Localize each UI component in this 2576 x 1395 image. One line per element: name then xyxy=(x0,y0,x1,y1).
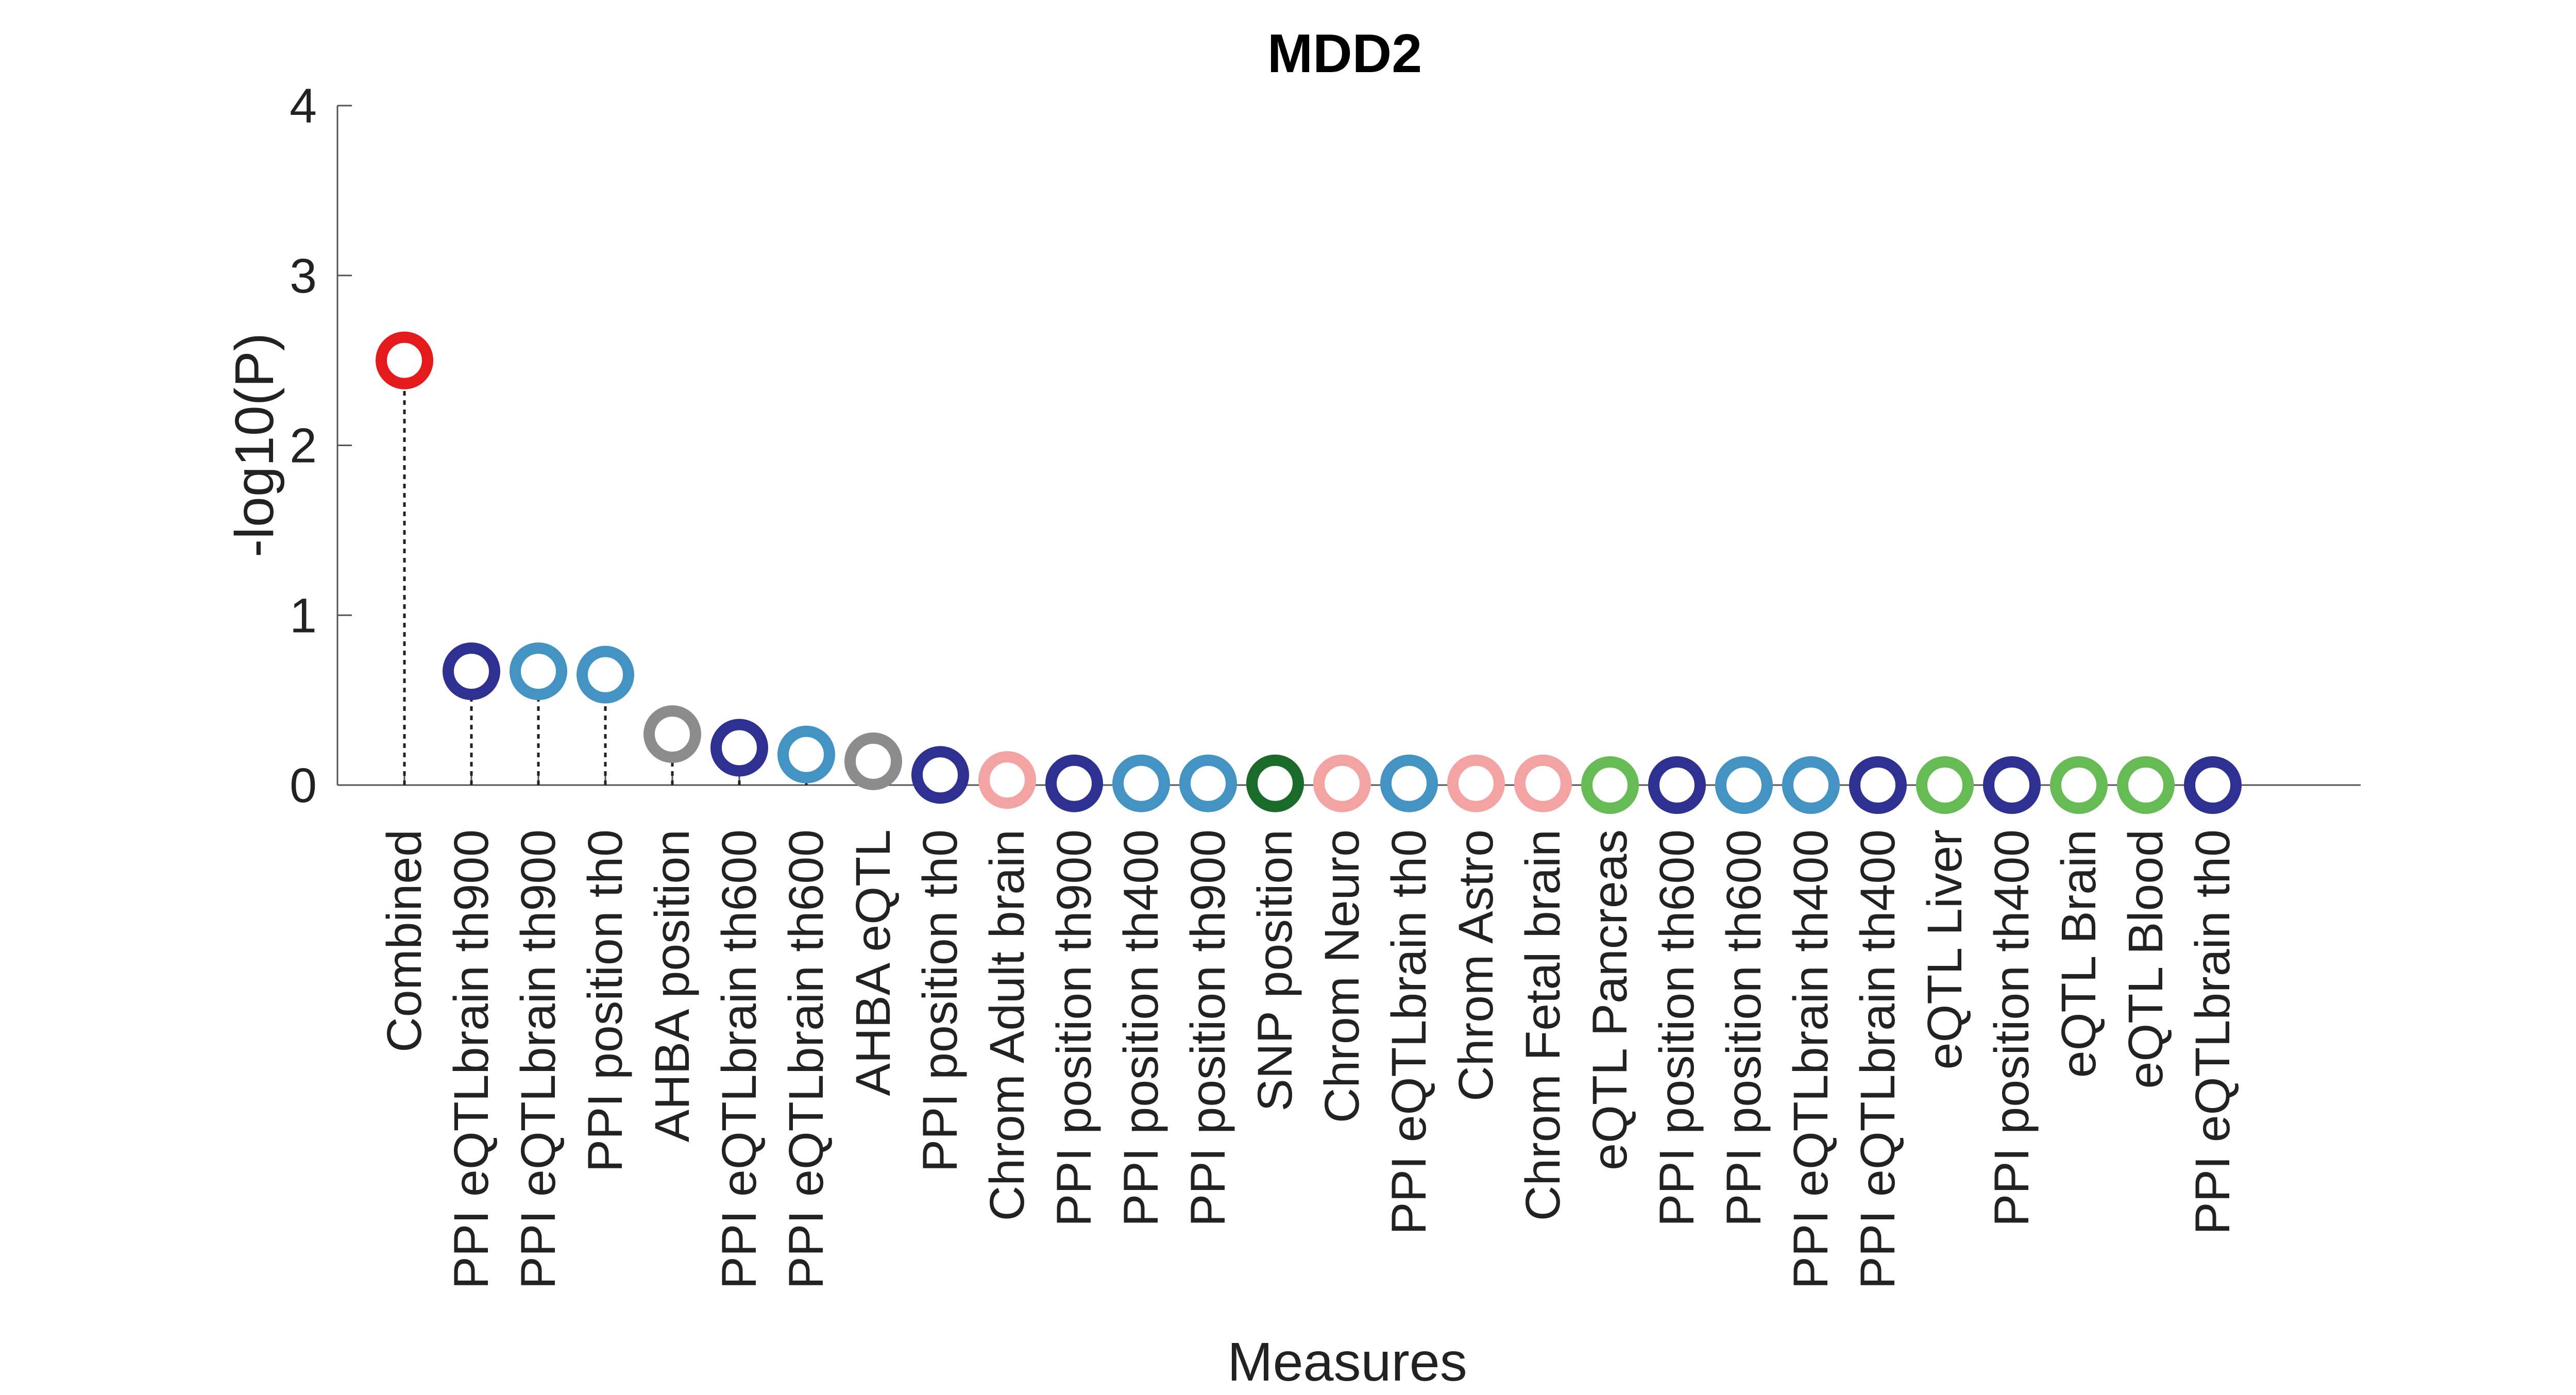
data-point-marker xyxy=(376,331,433,389)
data-point-marker xyxy=(1447,754,1505,812)
y-tick-label: 1 xyxy=(290,588,317,643)
y-tick-label: 4 xyxy=(290,79,317,133)
x-tick-label: PPI position th400 xyxy=(1114,829,1168,1227)
data-point-marker xyxy=(1380,754,1438,812)
x-tick-label: Combined xyxy=(377,829,432,1052)
data-point-marker xyxy=(1246,754,1304,812)
x-tick-label: PPI eQTLbrain th0 xyxy=(2185,829,2240,1235)
data-point-marker xyxy=(1581,756,1639,814)
x-tick-label: PPI eQTLbrain th600 xyxy=(779,829,834,1289)
x-tick-label: PPI position th600 xyxy=(1650,829,1704,1227)
x-tick-label: PPI position th900 xyxy=(1181,829,1235,1227)
y-tick-label: 0 xyxy=(290,758,317,813)
data-point-marker xyxy=(443,642,500,701)
x-axis-label: Measures xyxy=(1227,1332,1467,1392)
data-point-marker xyxy=(1313,754,1371,812)
x-tick-label: PPI position th900 xyxy=(1047,829,1101,1227)
data-point-marker xyxy=(844,732,902,790)
x-tick-label: PPI position th0 xyxy=(578,829,633,1172)
x-tick-label: eQTL Blood xyxy=(2119,829,2173,1088)
y-tick-label: 3 xyxy=(290,249,317,303)
data-point-marker xyxy=(2050,756,2108,814)
x-tick-label: PPI eQTLbrain th400 xyxy=(1784,829,1838,1289)
x-tick-label: PPI position th0 xyxy=(913,829,968,1172)
x-tick-label: AHBA position xyxy=(645,829,700,1142)
data-point-marker xyxy=(1045,754,1103,812)
x-tick-label: PPI eQTLbrain th900 xyxy=(444,829,499,1289)
y-axis-label: -log10(P) xyxy=(224,333,285,557)
x-tick-label: PPI position th400 xyxy=(1985,829,2039,1227)
data-point-marker xyxy=(643,705,701,763)
x-tick-label: AHBA eQTL xyxy=(846,829,901,1096)
x-tick-label: PPI eQTLbrain th900 xyxy=(511,829,566,1289)
x-tick-label: Chrom Astro xyxy=(1449,829,1503,1101)
x-tick-label: Chrom Neuro xyxy=(1315,829,1369,1123)
data-point-marker xyxy=(1112,754,1170,812)
data-point-marker xyxy=(2184,756,2242,814)
chart-title: MDD2 xyxy=(1267,23,1422,84)
data-point-marker xyxy=(911,746,969,804)
data-point-marker xyxy=(777,725,835,784)
x-tick-label: eQTL Liver xyxy=(1918,829,1972,1069)
x-tick-label: SNP position xyxy=(1248,829,1302,1111)
data-point-marker xyxy=(1916,756,1974,814)
x-tick-label: eQTL Brain xyxy=(2052,829,2106,1078)
x-tick-label: PPI eQTLbrain th400 xyxy=(1851,829,1905,1289)
x-tick-label: PPI position th600 xyxy=(1717,829,1771,1227)
x-tick-label: Chrom Fetal brain xyxy=(1516,829,1570,1221)
data-point-marker xyxy=(1715,756,1773,814)
x-tick-label: PPI eQTLbrain th0 xyxy=(1382,829,1436,1235)
x-tick-label: Chrom Adult brain xyxy=(980,829,1035,1221)
x-tick-labels: Combined PPI eQTLbrain th900 PPI eQTLbrain… xyxy=(377,829,2240,1289)
data-point-marker xyxy=(978,751,1036,809)
x-tick-label: eQTL Pancreas xyxy=(1583,829,1637,1170)
data-point-marker xyxy=(1648,756,1706,814)
data-point-marker xyxy=(2117,756,2175,814)
data-point-marker xyxy=(710,719,768,777)
data-point-marker xyxy=(577,645,634,704)
data-points xyxy=(376,331,2242,814)
data-point-marker xyxy=(1849,756,1907,814)
y-ticks: 0 1 2 3 4 xyxy=(290,79,352,813)
data-point-marker xyxy=(510,642,567,701)
data-point-marker xyxy=(1179,754,1237,812)
x-tick-label: PPI eQTLbrain th600 xyxy=(712,829,767,1289)
data-point-marker xyxy=(1514,754,1572,812)
y-tick-label: 2 xyxy=(290,419,317,473)
data-point-marker xyxy=(1983,756,2041,814)
data-point-marker xyxy=(1782,756,1840,814)
